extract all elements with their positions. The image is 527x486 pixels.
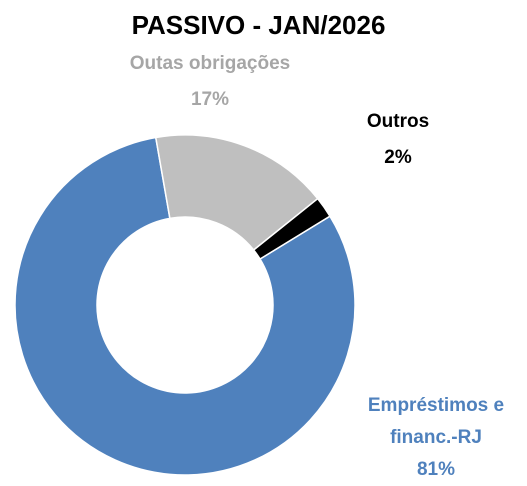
- chart-title: PASSIVO - JAN/2026: [131, 10, 386, 40]
- value-label: 17%: [190, 89, 230, 110]
- donut-slice: [14, 136, 356, 476]
- value-label: 81%: [416, 459, 456, 480]
- slice-label: Empréstimos e financ.-RJ 81%: [326, 390, 527, 486]
- category-label: Empréstimos e financ.-RJ: [367, 395, 505, 448]
- category-label: Outros: [366, 111, 430, 132]
- slice-label: Outros 2%: [328, 104, 468, 176]
- category-label: Outas obrigações: [129, 53, 291, 74]
- slice-label: Outas obrigações 17%: [80, 46, 340, 118]
- value-label: 2%: [384, 147, 412, 168]
- donut-slice: [252, 197, 331, 261]
